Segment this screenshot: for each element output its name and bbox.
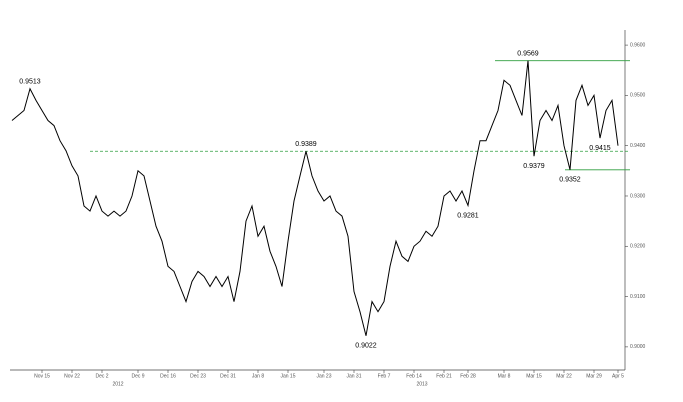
y-tick-label: 0.9400 <box>630 143 646 149</box>
value-label: 0.9513 <box>19 79 41 86</box>
y-tick-label: 0.9000 <box>630 344 646 350</box>
x-tick-label: Dec 2 <box>95 373 108 379</box>
x-tick-label: Mar 8 <box>498 373 511 379</box>
x-tick-label: Dec 23 <box>190 373 206 379</box>
x-tick-label: Jan 31 <box>346 373 361 379</box>
y-tick-label: 0.9500 <box>630 93 646 99</box>
y-tick-label: 0.9100 <box>630 294 646 300</box>
x-tick-label: Dec 31 <box>220 373 236 379</box>
value-label: 0.9415 <box>589 145 611 152</box>
year-label: 2013 <box>416 381 427 387</box>
x-tick-label: Feb 14 <box>406 373 422 379</box>
x-tick-label: Feb 7 <box>378 373 391 379</box>
x-tick-label: Dec 9 <box>131 373 144 379</box>
x-tick-label: Jan 23 <box>316 373 331 379</box>
x-tick-label: Feb 28 <box>460 373 476 379</box>
x-tick-label: Apr 5 <box>612 373 624 379</box>
x-tick-label: Mar 22 <box>556 373 572 379</box>
x-tick-label: Nov 22 <box>64 373 80 379</box>
x-tick-label: Nov 15 <box>34 373 50 379</box>
value-label: 0.9022 <box>355 343 377 350</box>
price-line <box>11 60 619 336</box>
x-tick-label: Jan 15 <box>280 373 295 379</box>
x-tick-label: Feb 21 <box>436 373 452 379</box>
value-label: 0.9379 <box>523 163 545 170</box>
value-label: 0.9389 <box>295 141 317 148</box>
x-tick-label: Jan 8 <box>252 373 264 379</box>
x-tick-label: Mar 15 <box>526 373 542 379</box>
y-tick-label: 0.9200 <box>630 244 646 250</box>
value-label: 0.9569 <box>517 51 539 58</box>
y-tick-label: 0.9600 <box>630 42 646 48</box>
y-tick-label: 0.9300 <box>630 193 646 199</box>
x-tick-label: Dec 16 <box>160 373 176 379</box>
x-tick-label: Mar 29 <box>586 373 602 379</box>
value-label: 0.9281 <box>457 212 479 219</box>
year-label: 2012 <box>112 381 123 387</box>
value-label: 0.9352 <box>559 177 581 184</box>
